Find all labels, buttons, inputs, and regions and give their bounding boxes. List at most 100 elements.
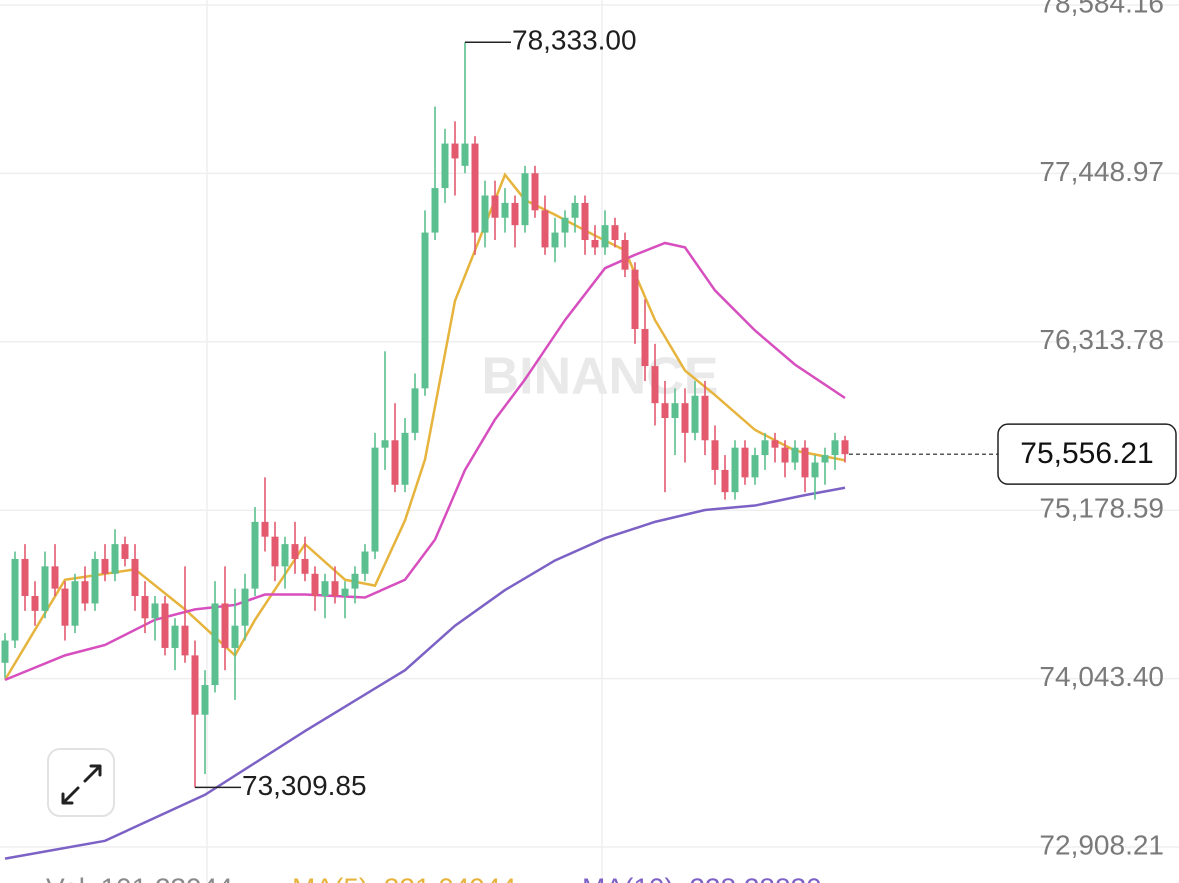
- candle-body: [781, 447, 789, 463]
- candle-body: [551, 232, 559, 248]
- candle-body: [281, 544, 289, 567]
- candle-body: [211, 603, 219, 686]
- candle-body: [421, 232, 429, 389]
- ma-line: [4, 241, 846, 682]
- candle-body: [841, 440, 849, 455]
- candle-body: [201, 685, 209, 715]
- candle-body: [441, 143, 449, 189]
- candle-body: [311, 573, 319, 597]
- candle-body: [541, 210, 549, 248]
- candle-body: [271, 536, 279, 567]
- y-tick-label: 75,178.59: [1039, 493, 1164, 524]
- candle-body: [431, 188, 439, 233]
- y-tick-label: 72,908.21: [1039, 829, 1164, 860]
- candle-body: [151, 603, 159, 619]
- footer-volume: Vol: 101.23944: [46, 872, 233, 883]
- candle-body: [491, 195, 499, 218]
- price-box: [997, 423, 1177, 485]
- candle-body: [711, 440, 719, 470]
- candle-body: [701, 395, 709, 441]
- candle-body: [461, 143, 469, 166]
- candle-body: [611, 225, 619, 241]
- candle-body: [21, 558, 29, 597]
- candle-body: [321, 581, 329, 597]
- candle-body: [591, 240, 599, 248]
- expand-button[interactable]: [47, 748, 115, 817]
- candle-body: [501, 202, 509, 218]
- candle-body: [241, 588, 249, 626]
- candle-body: [731, 447, 739, 493]
- annotations: 78,333.00 73,309.85 75,556.21: [195, 25, 1177, 801]
- candle-body: [361, 551, 369, 574]
- high-label: 78,333.00: [512, 25, 637, 56]
- candle-body: [511, 202, 519, 226]
- candle-body: [571, 202, 579, 218]
- candle-body: [451, 143, 459, 159]
- candle-body: [531, 173, 539, 211]
- candle-body: [191, 655, 199, 715]
- y-tick-label: 76,313.78: [1039, 324, 1164, 355]
- candle-body: [831, 440, 839, 456]
- candle-body: [621, 240, 629, 270]
- candle-body: [691, 395, 699, 433]
- expand-icon[interactable]: [61, 764, 102, 805]
- candle-body: [231, 625, 239, 648]
- y-tick-label: 77,448.97: [1039, 156, 1164, 187]
- candle-body: [131, 558, 139, 597]
- candle-body: [661, 403, 669, 419]
- price-label: 75,556.21: [1020, 437, 1153, 470]
- candle-body: [81, 581, 89, 604]
- candle-body: [91, 558, 99, 604]
- candle-body: [821, 455, 829, 463]
- candle-body: [301, 558, 309, 574]
- candle-body: [751, 455, 759, 478]
- candle-body: [121, 544, 129, 559]
- footer-ma5: MA(5): 221.04944: [292, 872, 516, 883]
- candle-body: [101, 558, 109, 574]
- candle-body: [61, 588, 69, 626]
- candle-body: [721, 469, 729, 493]
- candle-body: [141, 596, 149, 619]
- candle-body: [371, 447, 379, 552]
- candle-body: [601, 225, 609, 248]
- candle-body: [71, 581, 79, 626]
- grid: 78,584.16 77,448.97 76,313.78 75,178.59 74,0…: [0, 0, 1179, 860]
- candle-body: [771, 440, 779, 448]
- candle-body: [411, 388, 419, 433]
- candle-body: [351, 573, 359, 589]
- candle-body: [31, 596, 39, 611]
- candle-body: [11, 558, 19, 641]
- candle-body: [291, 544, 299, 559]
- candle-body: [391, 440, 399, 485]
- candle-body: [761, 440, 769, 456]
- candle-body: [261, 521, 269, 537]
- candle-body: [641, 329, 649, 367]
- low-label: 73,309.85: [242, 770, 367, 801]
- candle-body: [1, 640, 9, 663]
- candle-body: [401, 432, 409, 485]
- candle-body: [331, 581, 339, 597]
- candle-body: [171, 625, 179, 648]
- candle-body: [651, 366, 659, 404]
- footer-ma10: MA(10): 228.28830: [582, 872, 822, 883]
- expand-button-frame[interactable]: [47, 748, 115, 817]
- watermark: BINANCE: [482, 348, 719, 406]
- candle-body: [221, 603, 229, 648]
- candle-body: [341, 588, 349, 597]
- candle-body: [471, 143, 479, 233]
- candle-body: [811, 462, 819, 478]
- y-tick-label: 74,043.40: [1039, 661, 1164, 692]
- candle-body: [631, 269, 639, 330]
- candle-body: [251, 521, 259, 589]
- candle-body: [41, 566, 49, 611]
- candle-body: [801, 447, 809, 478]
- ma-line: [4, 486, 846, 860]
- candle-body: [161, 603, 169, 648]
- candle-body: [481, 195, 489, 233]
- candle-body: [561, 217, 569, 233]
- candle-body: [111, 544, 119, 574]
- candle-body: [381, 440, 389, 448]
- candle-body: [181, 625, 189, 656]
- candle-body: [521, 173, 529, 226]
